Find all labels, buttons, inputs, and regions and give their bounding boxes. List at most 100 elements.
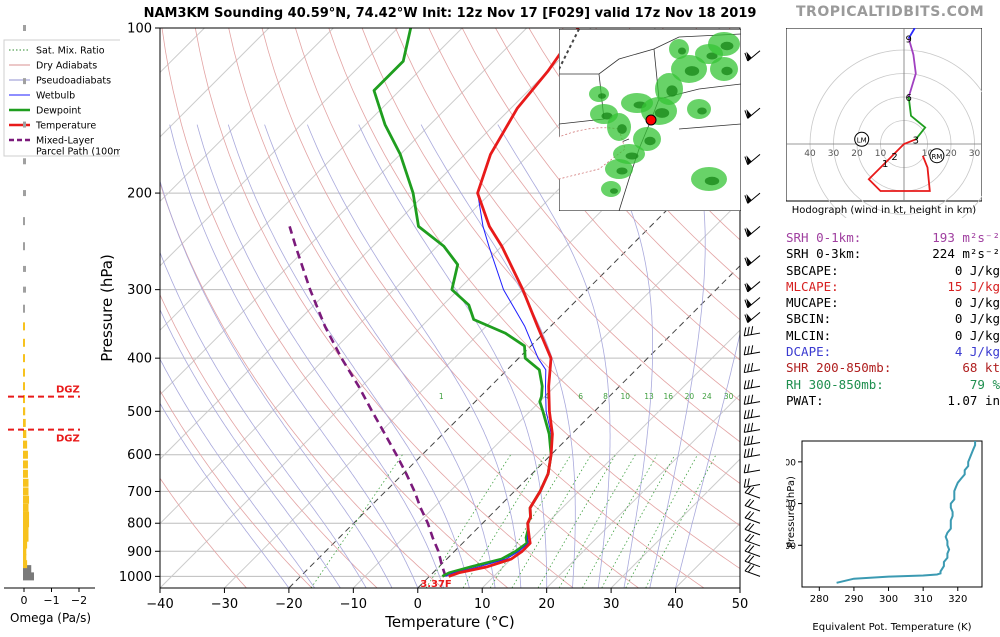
barb-flag (744, 314, 749, 323)
index-value: 0 J/kg (954, 262, 1000, 278)
barb-staff (744, 484, 761, 488)
hodo-height-label: 9 (906, 34, 912, 45)
theta-e-x-tick-label: 310 (914, 594, 933, 605)
legend-label: Wetbulb (36, 91, 75, 102)
map-feature (559, 29, 580, 70)
barb-flag (743, 423, 747, 433)
wind-barb (744, 255, 761, 267)
barb-flag (747, 565, 755, 573)
hodo-height-label: 3 (913, 135, 919, 146)
omega-bar (23, 503, 29, 512)
pseudoadiabat (307, 124, 522, 588)
legend-label-line: Mixed-Layer (36, 136, 94, 147)
omega-bar (23, 469, 28, 478)
wind-barb (744, 522, 761, 536)
index-row: SBCAPE: 0 J/kg (786, 263, 1000, 279)
index-label: DCAPE: (786, 344, 832, 360)
mixing-ratio-label: 10 (620, 392, 630, 401)
wind-barb (743, 447, 761, 458)
storm-motion-label: LM (857, 136, 867, 144)
barb-flag (744, 510, 751, 519)
barb-staff (744, 454, 761, 458)
barb-flag (747, 534, 755, 542)
x-tick-label: −10 (340, 597, 367, 612)
barb-staff (744, 550, 761, 557)
dgz-label: DGZ (56, 434, 80, 445)
x-tick-label: 50 (732, 597, 749, 612)
barb-pennant (746, 51, 752, 61)
x-tick-label: 30 (603, 597, 620, 612)
mixing-ratio-line (462, 454, 546, 588)
barb-staff (744, 429, 761, 433)
omega-bar (23, 368, 25, 377)
index-value: 224 m²s⁻² (932, 246, 1000, 262)
pseudoadiabat (264, 124, 496, 588)
barb-staff (744, 505, 761, 512)
hodo-height-label: 6 (906, 93, 912, 104)
hodo-ring-label: 10 (922, 149, 934, 159)
pseudoadiabat (160, 308, 341, 588)
barb-staff (747, 281, 761, 293)
barb-flag (743, 346, 747, 355)
index-value: 15 J/kg (947, 278, 1000, 294)
hodo-ring-label: 20 (851, 149, 863, 159)
radar-echo-core (706, 52, 718, 60)
barb-flag (750, 345, 754, 354)
barb-flag (743, 380, 747, 390)
y-tick-label: 600 (127, 448, 152, 463)
barb-flag (747, 545, 755, 553)
barb-staff (744, 528, 761, 536)
barb-flag (743, 464, 747, 473)
hodograph-panel: 40 30 20 10 10 20 30 9 6 3 21 LM RM Hodograph (wind … (786, 28, 982, 218)
omega-bar (23, 190, 26, 197)
index-value: 68 kt (962, 360, 1000, 376)
barb-flag (743, 395, 747, 405)
barb-pennant (746, 282, 752, 292)
legend-label-line: Wetbulb (36, 91, 75, 102)
dgz-label: DGZ (56, 385, 80, 396)
omega-bar (23, 450, 28, 459)
surface-temp-label: 3.37F (420, 579, 452, 590)
index-row: SRH 0-1km: 193 m²s⁻² (786, 230, 1000, 246)
hodo-height-label: 1 (882, 159, 888, 170)
mixing-ratio-label: 6 (578, 392, 583, 401)
wind-barb (743, 478, 761, 488)
omega-bar (23, 526, 29, 535)
barb-flag (747, 409, 750, 419)
omega-bar (23, 158, 26, 165)
omega-bar (23, 78, 26, 85)
storm-motion-marker (929, 148, 945, 164)
barb-flag (747, 326, 750, 336)
omega-tick-label: 0 (21, 594, 28, 607)
barb-pennant (746, 256, 752, 266)
hodo-ring-label: 40 (804, 149, 816, 159)
mixing-ratio-line (511, 454, 592, 588)
radar-echo-core (601, 112, 613, 120)
legend-label-line: Parcel Path (100mb) (36, 147, 120, 158)
legend-label: Dry Adiabats (36, 61, 97, 72)
wind-barb (743, 463, 761, 474)
omega-panel: Sat. Mix. Ratio Dry Adiabats Pseudoadiabat… (3, 25, 120, 625)
barb-staff (744, 469, 761, 474)
y-tick-label: 400 (127, 352, 152, 367)
barb-flag (747, 379, 750, 389)
index-label: MLCIN: (786, 327, 832, 343)
radar-echo-core (598, 93, 606, 99)
wind-barb (744, 281, 761, 293)
index-value: 0 J/kg (954, 327, 1000, 343)
barb-flag (744, 228, 749, 237)
legend-box (3, 39, 120, 157)
mixing-ratio-label: 36 (742, 392, 752, 401)
omega-bar (23, 304, 25, 313)
barb-flag (744, 485, 751, 493)
hodo-ring-label: 30 (969, 149, 981, 159)
hodograph-chart: 40 30 20 10 10 20 30 9 6 3 21 LM RM (786, 28, 982, 218)
wind-barb (743, 435, 761, 446)
index-row: MLCIN: 0 J/kg (786, 328, 1000, 344)
index-row: MUCAPE: 0 J/kg (786, 295, 1000, 311)
dewpoint-profile (372, 28, 553, 578)
theta-e-x-tick-label: 290 (844, 594, 863, 605)
pseudoadiabat (358, 124, 548, 588)
x-tick-label: 20 (538, 597, 555, 612)
barb-flag (743, 478, 747, 488)
